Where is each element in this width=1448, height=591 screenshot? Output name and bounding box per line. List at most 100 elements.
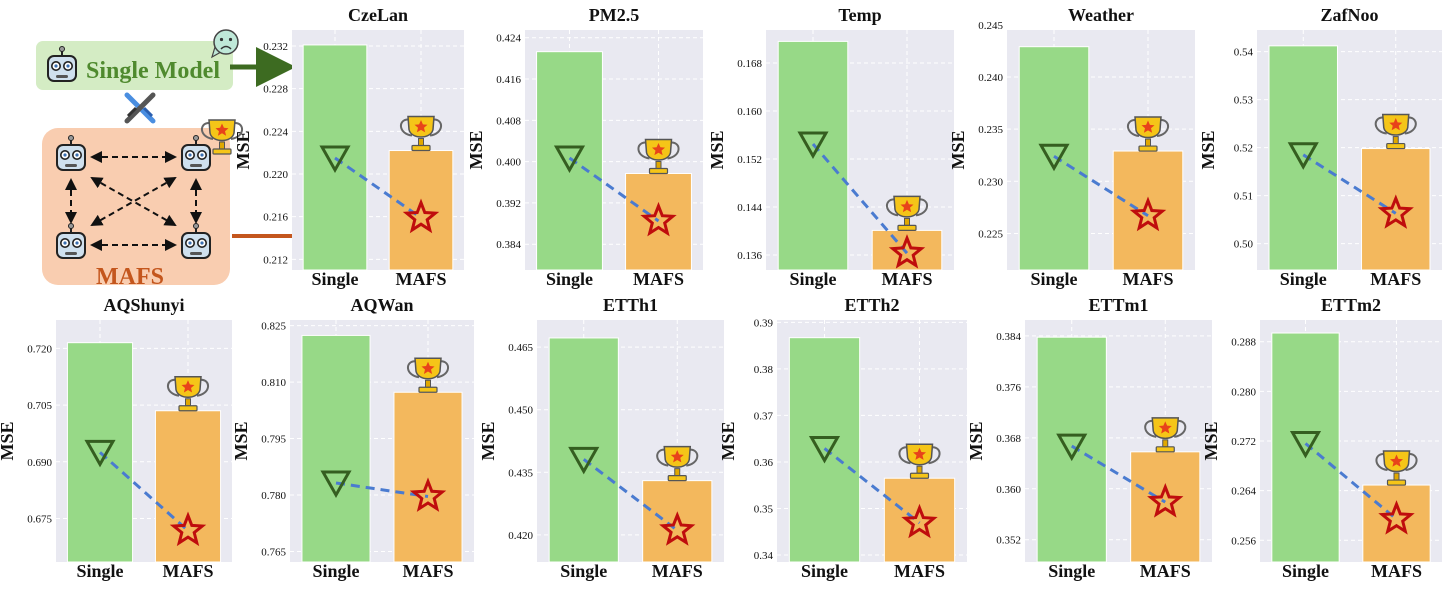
y-tick-label: 0.765 [261,546,286,558]
triangle-marker [553,145,586,174]
y-tick-label: 0.825 [261,321,286,333]
star-marker [1129,196,1167,232]
chart-zafnoo: 0.50 0.51 0.52 0.53 0.54 Single MAFS ZafNoo MSE [1198,5,1442,289]
chart-etth1: 0.420 0.435 0.450 0.465 Single MAFS ETTh1 MSE [478,295,724,581]
y-tick-label: 0.160 [737,106,762,118]
trend-line [1302,153,1397,215]
chart-ettm1: 0.352 0.360 0.368 0.376 0.384 Single MAFS ETTm1… [966,295,1212,581]
x-tick-label: Single [1282,561,1329,581]
bar-mafs [388,150,454,271]
trend-line [811,143,909,255]
y-tick-label: 0.36 [754,457,774,469]
triangle-marker [808,435,841,464]
y-tick-label: 0.424 [496,33,521,45]
y-tick-label: 0.352 [996,535,1021,547]
chart-title: Temp [838,5,881,25]
x-tick-label: Single [801,561,848,581]
chart-title: ETTh2 [844,295,899,315]
y-axis-label: MSE [233,130,253,169]
bar-mafs [883,477,956,563]
x-tick-label: MAFS [652,561,703,581]
star-marker [901,503,938,539]
x-tick-label: Single [789,269,836,289]
y-tick-label: 0.420 [508,530,533,542]
trend-line [1070,444,1167,504]
x-tick-label: MAFS [633,269,684,289]
y-axis-label: MSE [966,421,986,460]
y-tick-label: 0.144 [737,202,762,214]
bar-single [301,334,371,563]
x-tick-label: Single [312,561,359,581]
x-tick-label: MAFS [396,269,447,289]
bar-single [548,337,619,563]
chart-aqshunyi: 0.675 0.690 0.705 0.720 Single MAFS AQShunyi MS… [0,295,232,581]
y-tick-label: 0.240 [978,72,1003,84]
y-tick-label: 0.136 [737,250,762,262]
bar-mafs [393,391,463,563]
y-tick-label: 0.39 [754,317,774,329]
x-tick-label: Single [1030,269,1077,289]
y-tick-label: 0.705 [27,400,52,412]
bar-mafs [642,480,713,563]
y-axis-label: MSE [478,421,498,460]
chart-temp: 0.136 0.144 0.152 0.160 0.168 Single MAFS Temp M… [707,5,954,289]
star-marker [402,198,440,234]
y-tick-label: 0.384 [496,239,521,251]
y-tick-label: 0.400 [496,157,521,169]
y-tick-label: 0.230 [978,176,1003,188]
y-axis-label: MSE [466,130,486,169]
y-tick-label: 0.225 [978,228,1003,240]
trend-line [1053,154,1149,218]
bar-mafs [1112,150,1184,271]
y-tick-label: 0.232 [263,41,288,53]
trend-line [335,481,429,498]
bar-single [1271,332,1340,563]
y-tick-label: 0.675 [27,514,52,526]
chart-title: ETTm1 [1088,295,1148,315]
x-tick-label: MAFS [1123,269,1174,289]
x-tick-label: MAFS [403,561,454,581]
triangle-marker [84,439,116,468]
star-marker [1147,482,1184,518]
triangle-marker [797,131,829,160]
star-marker [409,477,447,512]
y-tick-label: 0.450 [508,405,533,417]
x-tick-label: MAFS [894,561,945,581]
bar-mafs [1362,484,1431,563]
y-tick-label: 0.235 [978,124,1003,136]
triangle-marker [1056,433,1088,462]
y-axis-label: MSE [231,421,251,460]
chart-etth2: 0.34 0.35 0.36 0.37 0.38 0.39 Single MAFS ETTh2 M… [718,295,967,581]
chart-ettm2: 0.256 0.264 0.272 0.280 0.288 Single MAFS ETTm2… [1201,295,1442,581]
bar-single [1036,336,1107,563]
y-tick-label: 0.384 [996,331,1021,343]
trend-line [1304,442,1398,521]
triangle-marker [1289,430,1322,459]
y-tick-label: 0.795 [261,434,286,446]
y-tick-label: 0.408 [496,115,521,127]
y-tick-label: 0.780 [261,490,286,502]
y-tick-label: 0.224 [263,126,288,138]
x-tick-label: Single [76,561,123,581]
trend-line [582,458,679,532]
y-tick-label: 0.216 [263,212,288,224]
chart-pm2-5: 0.384 0.392 0.400 0.408 0.416 0.424 Single MAFS… [466,5,703,289]
y-axis-label: MSE [0,421,17,460]
triangle-marker [1287,142,1319,170]
y-tick-label: 0.37 [754,410,774,422]
x-tick-label: MAFS [1140,561,1191,581]
y-tick-label: 0.416 [496,74,521,86]
y-tick-label: 0.280 [1231,386,1256,398]
star-marker [169,511,207,547]
y-tick-label: 0.38 [754,364,774,376]
bar-single [1268,45,1338,271]
y-tick-label: 0.212 [263,254,288,266]
chart-title: ETTm2 [1321,295,1381,315]
trend-line [823,447,921,525]
chart-title: AQShunyi [103,295,184,315]
chart-weather: 0.225 0.230 0.235 0.240 0.245 Single MAFS Weath… [948,5,1195,289]
bar-mafs [1361,148,1431,271]
y-tick-label: 0.264 [1231,486,1256,498]
y-tick-label: 0.810 [261,377,286,389]
x-tick-label: MAFS [1371,561,1422,581]
